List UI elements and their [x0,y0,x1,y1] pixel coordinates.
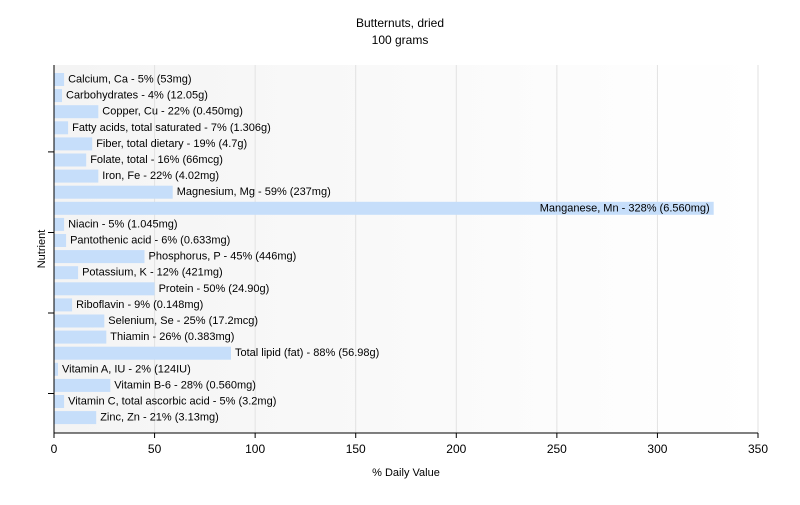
bar [54,282,155,296]
bar [54,121,69,135]
x-tick-label: 150 [346,442,366,456]
bar-label: Zinc, Zn - 21% (3.13mg) [100,412,219,424]
bar [54,217,65,231]
bar [54,89,62,103]
bar-label: Fiber, total dietary - 19% (4.7g) [96,138,247,150]
bar [54,346,231,360]
bar-label: Pantothenic acid - 6% (0.633mg) [70,235,230,247]
bar [54,395,65,408]
plot-area [54,65,758,433]
bar-label: Folate, total - 16% (66mcg) [90,154,223,166]
x-tick-label: 300 [647,442,667,456]
bar-label: Vitamin B-6 - 28% (0.560mg) [114,379,256,391]
bar [54,314,105,328]
bar [54,266,79,280]
bar-label: Thiamin - 26% (0.383mg) [110,331,234,343]
x-tick-label: 0 [51,442,58,456]
bar [54,137,93,151]
x-tick-label: 350 [748,442,768,456]
bars: Calcium, Ca - 5% (53mg) Carbohydrates - 4… [54,73,714,425]
bar [54,378,111,392]
x-tick-label: 250 [547,442,567,456]
bar [54,105,99,119]
bar [54,250,145,264]
bar [54,185,173,199]
x-tick-label: 50 [148,442,162,456]
bar [54,362,58,376]
bar-label: Calcium, Ca - 5% (53mg) [68,74,191,86]
bar-label: Potassium, K - 12% (421mg) [82,267,223,279]
bar-label: Protein - 50% (24.90g) [159,283,270,295]
bar-label: Niacin - 5% (1.045mg) [68,218,177,230]
bar [54,411,97,425]
x-tick-label: 200 [446,442,466,456]
bar [54,330,107,344]
bar-label: Fatty acids, total saturated - 7% (1.306… [72,122,271,134]
bar-label: Copper, Cu - 22% (0.450mg) [102,106,243,118]
y-axis-title: Nutrient [36,230,48,269]
bar-label: Manganese, Mn - 328% (6.560mg) [540,202,710,214]
bar [54,169,99,183]
bar [54,201,714,215]
grid-lines [154,65,759,433]
bar-label: Total lipid (fat) - 88% (56.98g) [235,347,379,359]
bar-label: Magnesium, Mg - 59% (237mg) [177,186,331,198]
bar [54,73,65,86]
bar-label: Iron, Fe - 22% (4.02mg) [102,170,219,182]
x-tick-label: 100 [245,442,265,456]
bar [54,298,73,312]
bar [54,153,87,167]
chart-title: Butternuts, dried [356,16,444,30]
bar-label: Phosphorus, P - 45% (446mg) [149,251,297,263]
chart-subtitle: 100 grams [372,33,429,47]
bar-label: Carbohydrates - 4% (12.05g) [66,90,208,102]
axes: 0 50 100 150 200 250 300 350 [48,65,768,456]
bar-label: Riboflavin - 9% (0.148mg) [76,299,203,311]
x-axis-title: % Daily Value [372,467,440,479]
bar-label: Vitamin A, IU - 2% (124IU) [62,363,191,375]
bar-label: Vitamin C, total ascorbic acid - 5% (3.2… [68,396,276,408]
bar-label: Selenium, Se - 25% (17.2mcg) [108,315,258,327]
bar [54,234,67,247]
